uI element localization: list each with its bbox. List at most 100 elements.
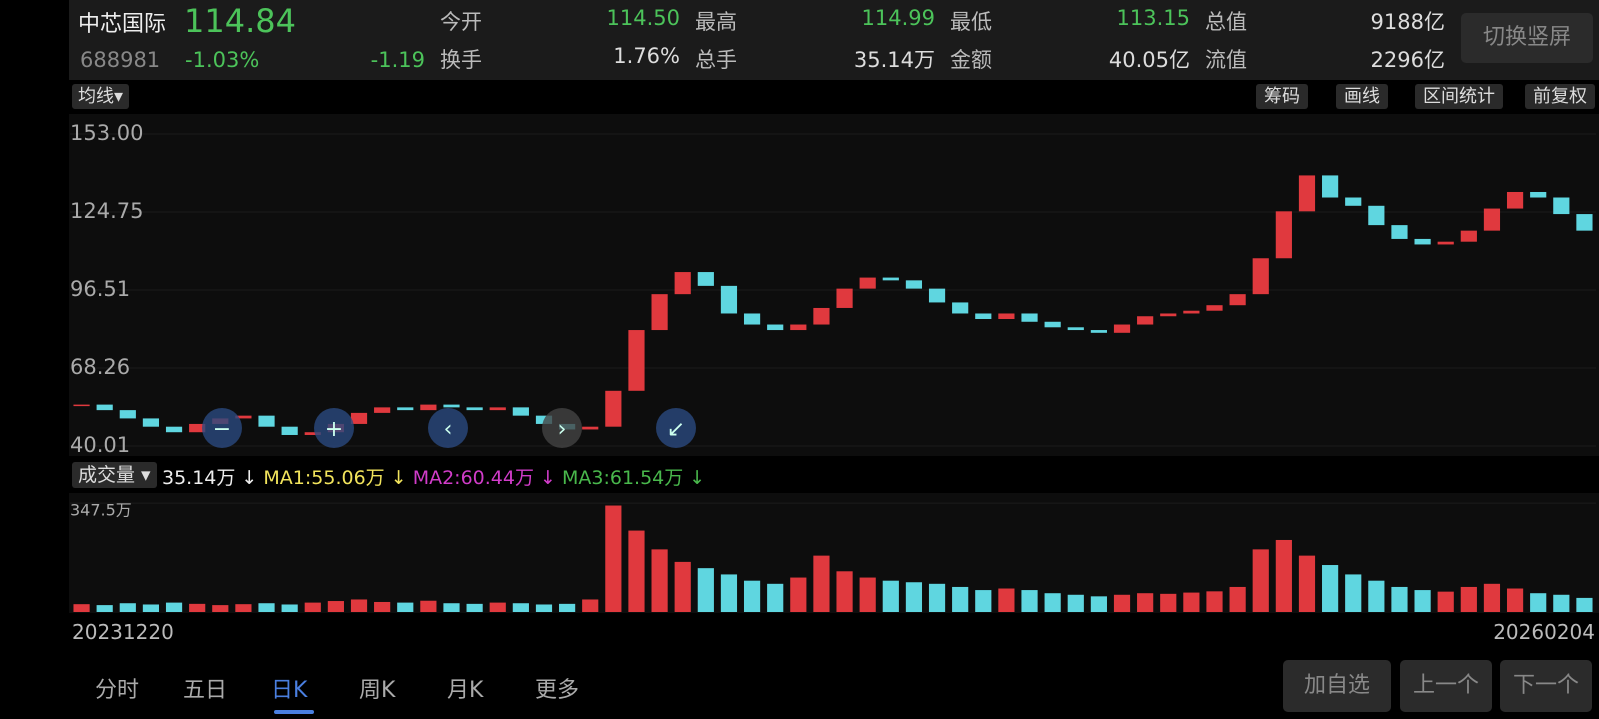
volume-bar xyxy=(1275,539,1292,612)
rotate-button[interactable]: 切换竖屏 xyxy=(1461,13,1593,63)
candle xyxy=(73,404,90,407)
stat-label: 金额 xyxy=(950,48,992,72)
volume-bar xyxy=(119,603,136,612)
candle xyxy=(1160,313,1177,317)
candle xyxy=(1553,197,1570,215)
y-tick-label: 40.01 xyxy=(70,433,130,457)
volume-bar xyxy=(443,603,460,612)
volume-bar xyxy=(489,602,506,612)
overlay-control[interactable] xyxy=(202,408,242,448)
volume-bar xyxy=(674,561,691,612)
volume-bar xyxy=(212,605,229,612)
candle xyxy=(1137,316,1154,325)
volume-bar xyxy=(882,580,899,612)
candle xyxy=(1506,191,1524,209)
volume-bar xyxy=(1137,593,1154,612)
action-button[interactable]: 下一个 xyxy=(1500,660,1592,712)
indicator-select[interactable]: 均线▾ xyxy=(72,84,130,109)
volume-bar xyxy=(466,603,483,612)
volume-bar xyxy=(859,577,876,612)
candle xyxy=(998,313,1015,320)
stock-name: 中芯国际 xyxy=(78,12,167,37)
volume-bar xyxy=(397,602,414,612)
candle xyxy=(743,313,761,325)
volume-bar xyxy=(142,604,160,612)
volume-bar xyxy=(327,601,344,612)
candle xyxy=(882,277,899,281)
tab[interactable]: 日K xyxy=(271,678,308,703)
candle xyxy=(1483,208,1501,231)
volume-bar xyxy=(304,602,321,612)
candle xyxy=(142,418,160,427)
candle xyxy=(582,426,599,430)
action-button[interactable]: 上一个 xyxy=(1400,660,1492,712)
tab[interactable]: 月K xyxy=(447,678,484,703)
candle xyxy=(1113,324,1131,333)
action-button[interactable]: 加自选 xyxy=(1283,660,1391,712)
volume-panel xyxy=(69,493,1599,613)
volume-bar xyxy=(1160,593,1177,612)
y-tick-label: 153.00 xyxy=(70,121,143,145)
volume-bar xyxy=(813,555,830,612)
candle xyxy=(651,294,668,331)
tab-underline xyxy=(274,710,314,714)
tab[interactable]: 周K xyxy=(359,678,396,703)
candle xyxy=(1368,205,1385,226)
stat-value: 114.99 xyxy=(861,6,935,30)
tab[interactable]: 更多 xyxy=(535,678,580,703)
volume-bar xyxy=(512,603,529,612)
price: 114.84 xyxy=(184,2,296,40)
volume-bar xyxy=(628,530,645,612)
tool-button[interactable]: 前复权 xyxy=(1525,84,1595,109)
volume-bar xyxy=(975,590,992,612)
stat-label: 总手 xyxy=(695,48,737,72)
stat-label: 流值 xyxy=(1205,48,1247,72)
overlay-control[interactable] xyxy=(314,408,354,448)
volume-bar xyxy=(1206,591,1223,612)
volume-bar xyxy=(235,604,252,612)
overlay-control[interactable] xyxy=(428,408,468,448)
change-pct: -1.03% xyxy=(185,48,260,72)
candle xyxy=(928,288,946,303)
candle xyxy=(96,404,113,411)
tool-button[interactable]: 区间统计 xyxy=(1415,84,1503,109)
candle xyxy=(1576,214,1593,231)
candle xyxy=(720,285,738,314)
overlay-icon: − xyxy=(213,417,231,442)
volume-bar xyxy=(697,568,714,612)
candle xyxy=(281,426,298,435)
volume-bar xyxy=(651,549,668,612)
tool-button[interactable]: 筹码 xyxy=(1256,84,1308,109)
stat-value: 35.14万 xyxy=(853,48,935,72)
volume-bar xyxy=(790,577,807,612)
volume-bar xyxy=(582,599,599,612)
ma3: MA3:61.54万 ↓ xyxy=(561,467,706,489)
candle xyxy=(1437,241,1454,245)
candle xyxy=(1322,175,1339,198)
y-tick-label: 124.75 xyxy=(70,199,143,223)
candle xyxy=(975,313,992,320)
candle xyxy=(905,280,923,289)
candle xyxy=(1067,327,1084,331)
volume-bar xyxy=(165,602,183,612)
candle xyxy=(767,324,784,331)
volume-bar xyxy=(374,601,391,612)
overlay-control[interactable] xyxy=(656,408,696,448)
candle xyxy=(813,307,830,325)
volume-bar xyxy=(720,574,738,612)
candle xyxy=(1206,305,1223,311)
stat-label: 最低 xyxy=(950,10,992,34)
y-tick-label: 347.5万 xyxy=(70,501,132,520)
tab[interactable]: 五日 xyxy=(183,678,228,703)
candle xyxy=(1391,225,1408,239)
volume-select[interactable]: 成交量 ▾ xyxy=(72,462,157,488)
overlay-control[interactable] xyxy=(542,408,582,448)
tool-button[interactable]: 画线 xyxy=(1336,84,1388,109)
candle xyxy=(397,407,414,411)
volume-bar xyxy=(767,583,784,612)
end-date: 20260204 xyxy=(1493,620,1595,644)
start-date: 20231220 xyxy=(72,620,174,644)
candle xyxy=(1090,330,1107,333)
price-panel xyxy=(69,114,1599,456)
tab[interactable]: 分时 xyxy=(95,678,140,703)
